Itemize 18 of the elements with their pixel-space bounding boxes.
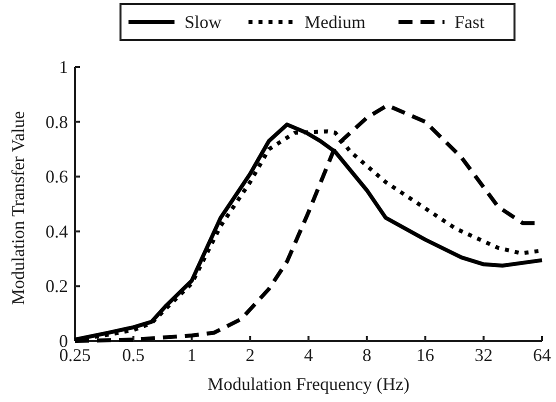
y-axis-title: Modulation Transfer Value — [8, 111, 28, 305]
y-tick-label: 0.6 — [46, 166, 68, 187]
x-tick-label: 1 — [187, 345, 196, 365]
x-tick-label: 64 — [533, 345, 551, 365]
legend-label: Fast — [454, 12, 485, 32]
legend-label: Medium — [304, 12, 366, 32]
y-tick-label: 0.4 — [46, 221, 68, 242]
x-tick-label: 4 — [304, 345, 313, 365]
x-tick-label: 2 — [246, 345, 255, 365]
legend-label: Slow — [184, 12, 222, 32]
x-tick-label: 8 — [362, 345, 372, 365]
x-tick-label: 16 — [416, 345, 434, 365]
x-axis-title: Modulation Frequency (Hz) — [208, 374, 410, 394]
x-tick-label: 32 — [474, 345, 493, 365]
y-tick-label: 1 — [59, 57, 68, 77]
x-tick-label: 0.5 — [122, 345, 145, 365]
y-tick-label: 0.8 — [46, 112, 68, 132]
y-tick-label: 0.2 — [46, 276, 68, 296]
